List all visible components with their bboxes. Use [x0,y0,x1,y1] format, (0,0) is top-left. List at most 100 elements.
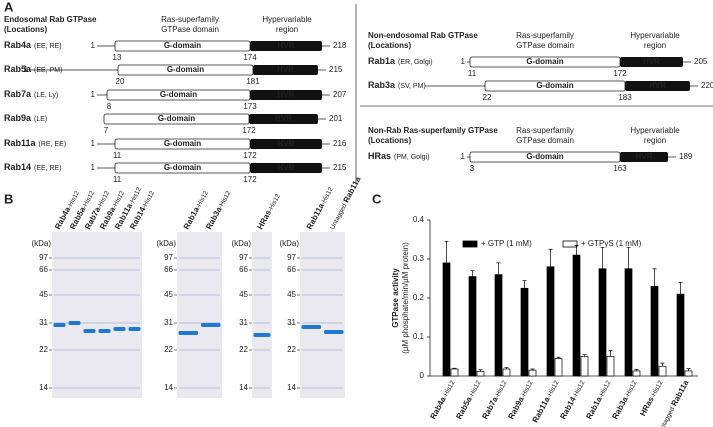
bar [546,266,555,377]
hvr-label: HVR [278,139,295,148]
marker-label: 14 [39,383,48,392]
bar [502,368,511,377]
protein-name: Rab9a [4,113,32,123]
column-header: Ras-superfamily [516,126,574,135]
group-title: Endosomal Rab GTPase [4,15,97,24]
hvr-label: HVR [275,114,292,123]
bar [468,276,477,377]
protein-band [301,325,321,329]
label-tag: -His12 [545,379,560,399]
column-header: region [276,25,298,34]
group-title: Non-Rab Ras-superfamily GTPase [368,126,498,135]
g-domain-label: G-domain [536,81,573,90]
hvr [620,152,668,162]
lane-label: HRas-His12 [256,192,283,231]
error-bar [504,367,509,369]
protein-band [253,333,271,337]
y-tick-label: 0.4 [413,215,425,224]
unit-label: (kDa) [279,239,299,248]
group-subtitle: (Locations) [368,41,411,50]
y-axis-subtitle: (μM phosphate/min/μM protein) [401,242,410,354]
bar [632,370,641,377]
g-domain-label: G-domain [160,90,197,99]
marker-label: 45 [287,290,296,299]
label-tag: -His12 [267,192,282,212]
protein-name: Rab3a [368,80,396,90]
group-subtitle: (Locations) [4,25,47,34]
gel [252,232,272,398]
residue-number: 7 [104,126,109,135]
bar [572,254,581,377]
residue-number: 8 [107,102,112,111]
residue-number: 220 [701,81,713,90]
protein-band [83,329,96,333]
label-tag: -His12 [141,189,156,209]
group-title: Non-endosomal Rab GTPase [368,31,478,40]
protein-band [68,321,81,325]
g-domain-label: G-domain [526,152,563,161]
g-domain-label: G-domain [526,57,563,66]
protein-locations: (LE) [34,116,47,123]
column-header: Ras-superfamily [516,31,574,40]
protein-label: Rab14 (EE, RE) [4,162,62,172]
marker-label: 66 [164,265,173,274]
protein-locations: (EE, RE) [34,43,62,50]
column-header: GTPase domain [516,41,574,50]
gel [177,232,222,398]
legend-label: + GTPγS (1 mM) [581,239,642,248]
marker-label: 45 [164,290,173,299]
column-header: Hypervariable [630,31,680,40]
unit-label: (kDa) [231,239,251,248]
y-tick-label: 0.3 [413,254,425,263]
label-prefix: Untagged [657,406,677,427]
error-bar [444,241,449,263]
marker-label: 14 [239,383,248,392]
hvr-label: HVR [643,57,660,66]
bar [598,268,607,377]
column-header: GTPase domain [161,25,219,34]
column-header: Hypervariable [262,15,312,24]
g-domain-label: G-domain [164,139,201,148]
protein-name: Rab14 [4,162,31,172]
label-tag: -His12 [597,379,612,399]
residue-number: 216 [333,139,347,148]
bar [624,268,633,377]
marker-label: 66 [239,265,248,274]
protein-locations: (EE, RE) [34,165,62,172]
column-header: region [644,41,666,50]
error-bar [556,356,561,359]
protein-label: Rab9a (LE) [4,113,47,123]
marker-label: 31 [164,318,173,327]
panel-letter: C [372,191,382,206]
label-tag: -His12 [649,379,664,399]
protein-label: Rab3a (SV, PM) [368,80,426,90]
lane-label: UntaggedRab11a [327,175,363,231]
bar [580,356,589,377]
bar [442,262,451,377]
protein-band [98,329,111,333]
protein-name: Rab4a [4,40,32,50]
error-bar [478,369,483,372]
column-header: region [644,136,666,145]
label-tag: -His12 [320,186,335,206]
residue-number: 205 [694,57,708,66]
protein-name: HRas [368,151,391,161]
label-name: Rab11a [670,378,691,407]
residue-number: 207 [333,90,347,99]
marker-label: 22 [239,345,248,354]
protein-label: Rab4a (EE, RE) [4,40,62,50]
lane-label: HRas-His12 [638,378,665,417]
protein-label: Rab7a (LE, Ly) [4,89,58,99]
residue-number: 183 [618,93,632,102]
residue-number: 181 [246,77,260,86]
protein-name: Rab5a [4,64,32,74]
protein-name: Rab7a [4,89,32,99]
legend-label: + GTP (1 mM) [481,239,532,248]
lane-label: Rab7a-His12 [481,378,509,420]
residue-number: 173 [243,102,257,111]
protein-locations: (ER, Golgi) [398,59,433,66]
unit-label: (kDa) [156,239,176,248]
residue-number: 11 [113,151,122,160]
marker-label: 22 [39,345,48,354]
residue-number: 1 [24,65,29,74]
